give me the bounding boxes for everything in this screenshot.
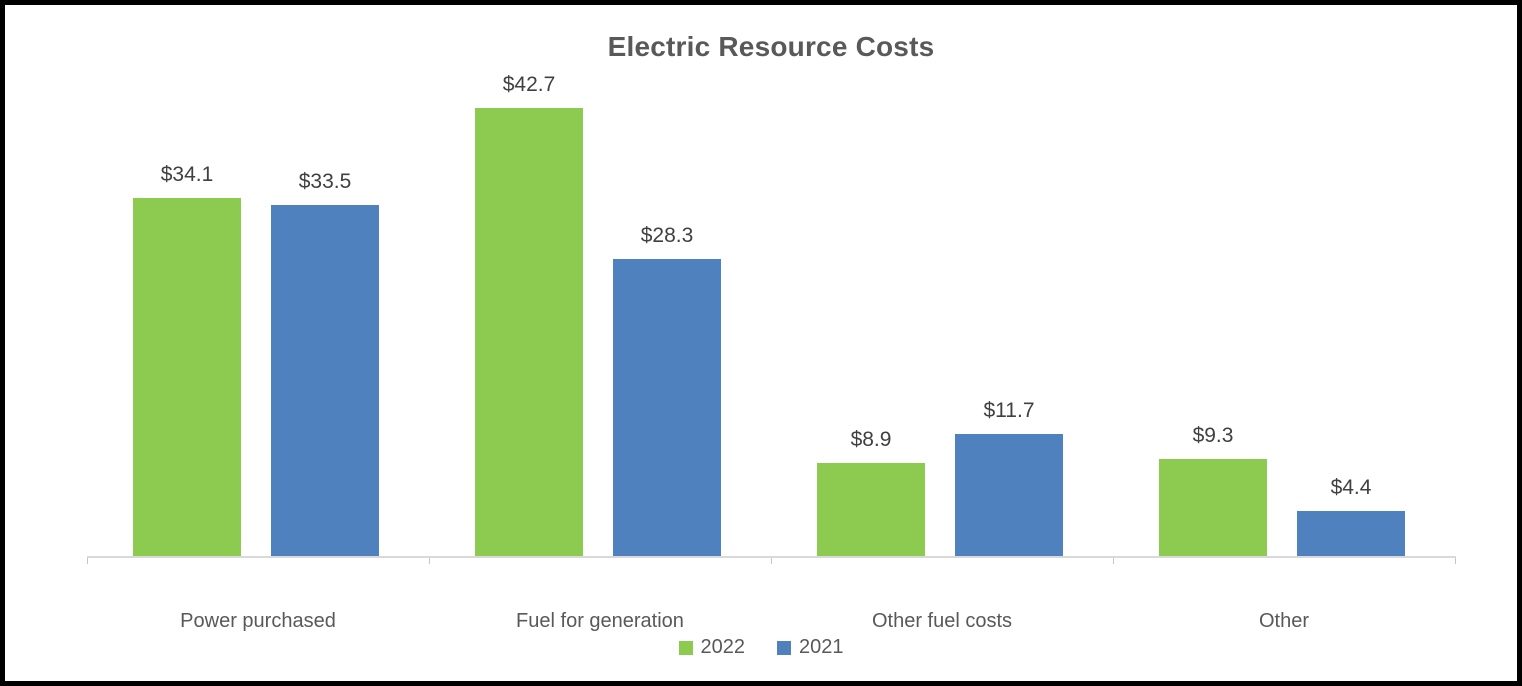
legend-label: 2022 (700, 636, 746, 658)
bar-2021-1 (613, 259, 721, 557)
x-axis-tick (87, 558, 88, 564)
x-axis-category-label: Power purchased (180, 610, 336, 632)
x-axis-tick (1455, 558, 1456, 564)
x-axis-line (87, 556, 1456, 558)
legend-item-2022: 2022 (678, 636, 746, 659)
bar-value-label: $42.7 (502, 73, 556, 96)
x-axis-tick (429, 558, 430, 564)
bar-2021-3 (1297, 511, 1405, 557)
plot-area: $34.1 $42.7 $8.9 $9.3 $33.5 $28.3 $11.7 $4.4 (87, 5, 1455, 557)
chart-title: Electric Resource Costs (607, 31, 935, 62)
x-axis-category-label: Other (1258, 610, 1310, 632)
bar-value-label: $28.3 (640, 224, 694, 247)
x-axis-tick (1113, 558, 1114, 564)
bar-2021-0 (271, 205, 379, 557)
bar-value-label: $4.4 (1330, 476, 1372, 499)
bar-value-label: $9.3 (1192, 424, 1234, 447)
bar-2022-2 (817, 463, 925, 557)
bar-2022-0 (133, 198, 241, 557)
legend-label: 2021 (799, 636, 844, 658)
legend-item-2021: 2021 (777, 636, 844, 659)
bar-value-label: $8.9 (850, 428, 892, 451)
x-axis-tick (771, 558, 772, 564)
bar-value-label: $11.7 (983, 399, 1035, 422)
bar-2022-3 (1159, 459, 1267, 557)
bar-2021-2 (955, 434, 1063, 557)
legend-swatch-icon (678, 640, 693, 655)
x-axis-category-label: Fuel for generation (516, 610, 684, 632)
bar-value-label: $33.5 (298, 170, 352, 193)
legend-swatch-icon (777, 640, 791, 655)
bar-value-label: $34.1 (160, 163, 214, 186)
x-axis-category-label: Other fuel costs (871, 610, 1013, 632)
bar-2022-1 (475, 108, 583, 557)
legend: 2022 2021 (5, 636, 1517, 659)
